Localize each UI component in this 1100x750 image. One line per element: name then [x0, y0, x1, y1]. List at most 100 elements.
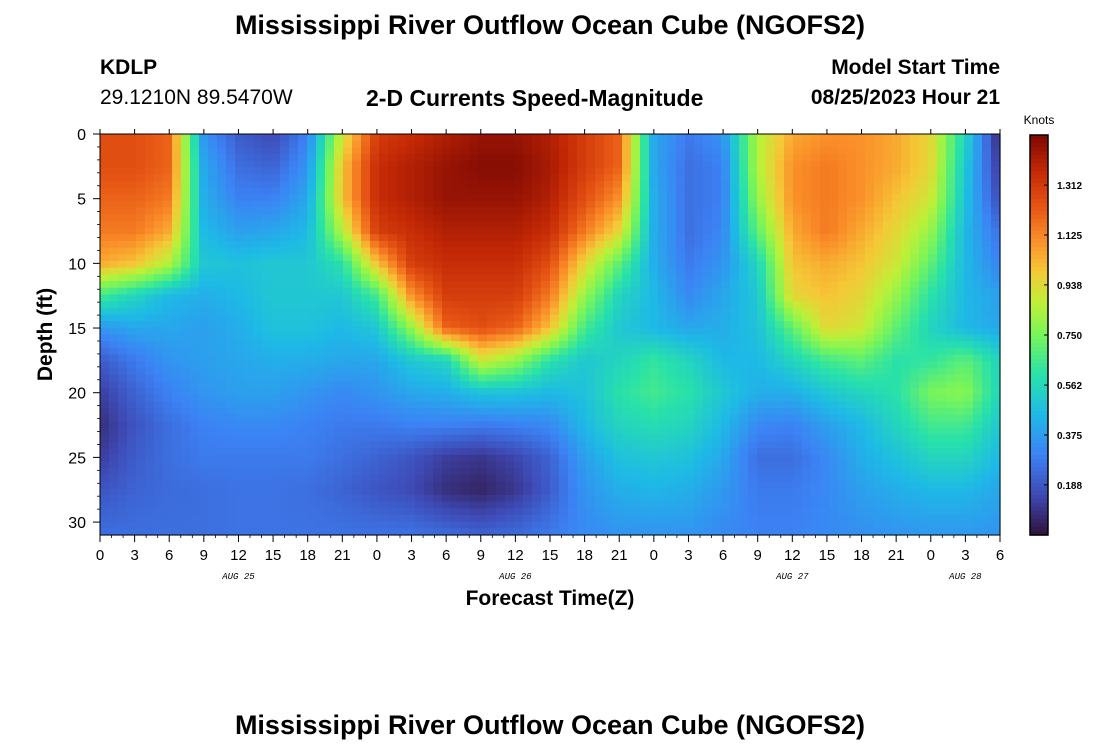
heatmap-cell	[577, 174, 587, 182]
heatmap-cell	[325, 434, 335, 443]
heatmap-cell	[928, 381, 938, 389]
heatmap-cell	[181, 307, 191, 316]
heatmap-cell	[505, 227, 515, 235]
heatmap-cell	[712, 334, 722, 342]
heatmap-cell	[793, 387, 803, 396]
heatmap-cell	[100, 287, 110, 295]
heatmap-cell	[415, 314, 425, 322]
heatmap-cell	[307, 374, 317, 382]
heatmap-cell	[892, 327, 902, 336]
heatmap-cell	[496, 140, 506, 148]
heatmap-cell	[379, 147, 389, 155]
heatmap-cell	[982, 347, 992, 356]
heatmap-cell	[235, 381, 245, 389]
heatmap-cell	[397, 260, 407, 269]
heatmap-cell	[838, 307, 848, 316]
heatmap-cell	[820, 140, 830, 148]
heatmap-cell	[343, 421, 353, 429]
heatmap-cell	[289, 200, 299, 209]
heatmap-cell	[892, 214, 902, 222]
heatmap-cell	[982, 187, 992, 195]
heatmap-cell	[316, 247, 326, 255]
heatmap-cell	[757, 367, 767, 376]
heatmap-cell	[478, 147, 488, 155]
heatmap-cell	[559, 401, 569, 409]
heatmap-cell	[667, 394, 677, 402]
heatmap-cell	[199, 454, 209, 463]
heatmap-cell	[208, 428, 218, 436]
heatmap-cell	[433, 147, 443, 155]
heatmap-cell	[271, 381, 281, 389]
heatmap-cell	[190, 247, 200, 255]
heatmap-cell	[703, 194, 713, 202]
heatmap-cell	[721, 240, 731, 249]
heatmap-cell	[685, 381, 695, 389]
heatmap-cell	[622, 220, 632, 229]
heatmap-cell	[199, 414, 209, 422]
heatmap-cell	[100, 381, 110, 389]
heatmap-cell	[712, 287, 722, 295]
heatmap-cell	[703, 281, 713, 289]
heatmap-cell	[631, 227, 641, 235]
heatmap-cell	[982, 220, 992, 229]
heatmap-cell	[433, 140, 443, 148]
heatmap-cell	[667, 267, 677, 275]
heatmap-cell	[154, 301, 164, 309]
heatmap-cell	[919, 347, 929, 356]
heatmap-cell	[847, 347, 857, 356]
heatmap-cell	[910, 381, 920, 389]
heatmap-cell	[370, 347, 380, 356]
heatmap-cell	[469, 147, 479, 155]
heatmap-cell	[640, 414, 650, 422]
heatmap-cell	[919, 294, 929, 302]
heatmap-cell	[316, 194, 326, 202]
heatmap-cell	[919, 321, 929, 329]
heatmap-cell	[406, 227, 416, 235]
heatmap-cell	[199, 274, 209, 282]
heatmap-cell	[928, 327, 938, 336]
heatmap-cell	[271, 227, 281, 235]
heatmap-cell	[532, 154, 542, 162]
heatmap-cell	[883, 341, 893, 349]
heatmap-cell	[352, 281, 362, 289]
heatmap-cell	[595, 154, 605, 162]
heatmap-cell	[442, 187, 452, 195]
heatmap-cell	[658, 207, 668, 215]
heatmap-cell	[829, 274, 839, 282]
heatmap-cell	[667, 207, 677, 215]
heatmap-cell	[244, 408, 254, 416]
heatmap-cell	[829, 301, 839, 309]
heatmap-cell	[946, 314, 956, 322]
heatmap-cell	[433, 220, 443, 229]
heatmap-cell	[721, 334, 731, 342]
heatmap-cell	[424, 387, 434, 396]
heatmap-cell	[892, 394, 902, 402]
heatmap-cell	[964, 220, 974, 229]
heatmap-cell	[604, 260, 614, 269]
heatmap-cell	[541, 154, 551, 162]
heatmap-cell	[343, 154, 353, 162]
heatmap-cell	[928, 200, 938, 209]
heatmap-cell	[361, 441, 371, 449]
heatmap-cell	[919, 394, 929, 402]
heatmap-cell	[541, 227, 551, 235]
heatmap-cell	[847, 220, 857, 229]
heatmap-cell	[658, 260, 668, 269]
heatmap-cell	[388, 194, 398, 202]
heatmap-cell	[262, 307, 272, 316]
heatmap-cell	[100, 214, 110, 222]
heatmap-cell	[118, 367, 128, 376]
heatmap-cell	[946, 214, 956, 222]
heatmap-cell	[712, 207, 722, 215]
heatmap-cell	[595, 347, 605, 356]
heatmap-cell	[541, 240, 551, 249]
heatmap-cell	[460, 227, 470, 235]
heatmap-cell	[190, 321, 200, 329]
heatmap-cell	[802, 354, 812, 362]
heatmap-cell	[532, 307, 542, 316]
heatmap-cell	[901, 414, 911, 422]
heatmap-cell	[631, 301, 641, 309]
heatmap-cell	[550, 354, 560, 362]
heatmap-cell	[568, 247, 578, 255]
heatmap-cell	[361, 254, 371, 262]
